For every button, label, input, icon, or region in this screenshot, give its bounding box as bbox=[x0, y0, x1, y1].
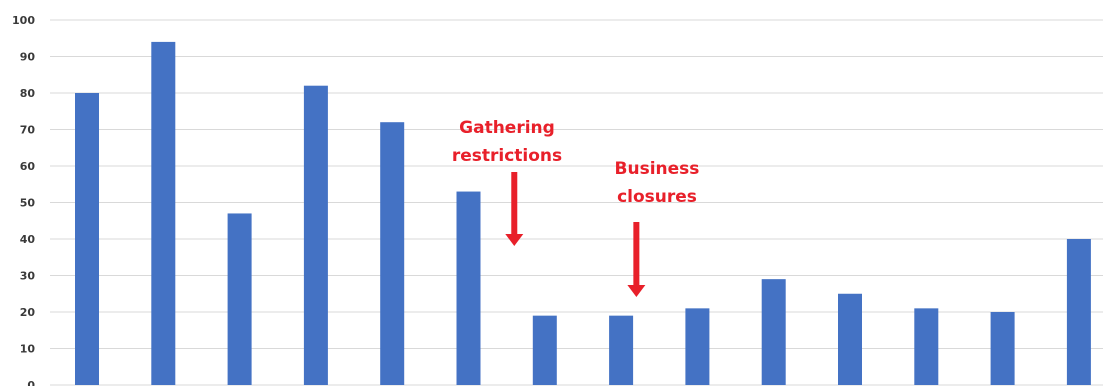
bar-4 bbox=[303, 85, 328, 385]
y-tick-label: 30 bbox=[20, 270, 36, 283]
y-tick-label: 70 bbox=[20, 124, 36, 137]
bar-13 bbox=[990, 312, 1015, 385]
arrow-shaft bbox=[511, 172, 518, 236]
y-tick-label: 100 bbox=[12, 14, 35, 27]
bar-3 bbox=[227, 213, 252, 385]
bar-11 bbox=[838, 293, 862, 385]
y-tick-label: 50 bbox=[20, 197, 36, 210]
bar-2 bbox=[151, 41, 176, 386]
annotation-text: closures bbox=[617, 187, 697, 207]
bar-14 bbox=[1066, 239, 1091, 385]
bar-9 bbox=[685, 308, 710, 385]
down-arrow-icon bbox=[627, 285, 646, 297]
y-tick-label: 60 bbox=[20, 160, 36, 173]
y-tick-label: 20 bbox=[20, 306, 36, 319]
annotations: Gathering restrictions Business closures bbox=[452, 118, 700, 297]
arrow-shaft bbox=[633, 222, 640, 287]
bar-8 bbox=[609, 315, 634, 385]
gridlines bbox=[50, 19, 1103, 386]
annotation-text: restrictions bbox=[452, 146, 562, 166]
y-tick-label: 80 bbox=[20, 87, 36, 100]
annotation-1: Gathering restrictions bbox=[452, 118, 562, 246]
bars bbox=[75, 41, 1091, 386]
bar-6 bbox=[456, 191, 481, 385]
bar-7 bbox=[532, 315, 557, 385]
y-axis-ticks: 0 10 20 30 40 50 60 70 80 90 100 bbox=[12, 14, 35, 386]
bar-10 bbox=[761, 279, 786, 385]
y-tick-label: 40 bbox=[20, 233, 36, 246]
bar-12 bbox=[914, 308, 939, 385]
y-tick-label: 90 bbox=[20, 51, 36, 64]
y-tick-label: 10 bbox=[20, 343, 36, 356]
bar-1 bbox=[75, 93, 99, 385]
down-arrow-icon bbox=[505, 234, 524, 246]
annotation-text: Business bbox=[615, 159, 700, 179]
annotation-2: Business closures bbox=[615, 159, 700, 297]
annotation-text: Gathering bbox=[459, 118, 555, 138]
bar-5 bbox=[380, 122, 405, 385]
y-tick-label: 0 bbox=[27, 379, 35, 386]
